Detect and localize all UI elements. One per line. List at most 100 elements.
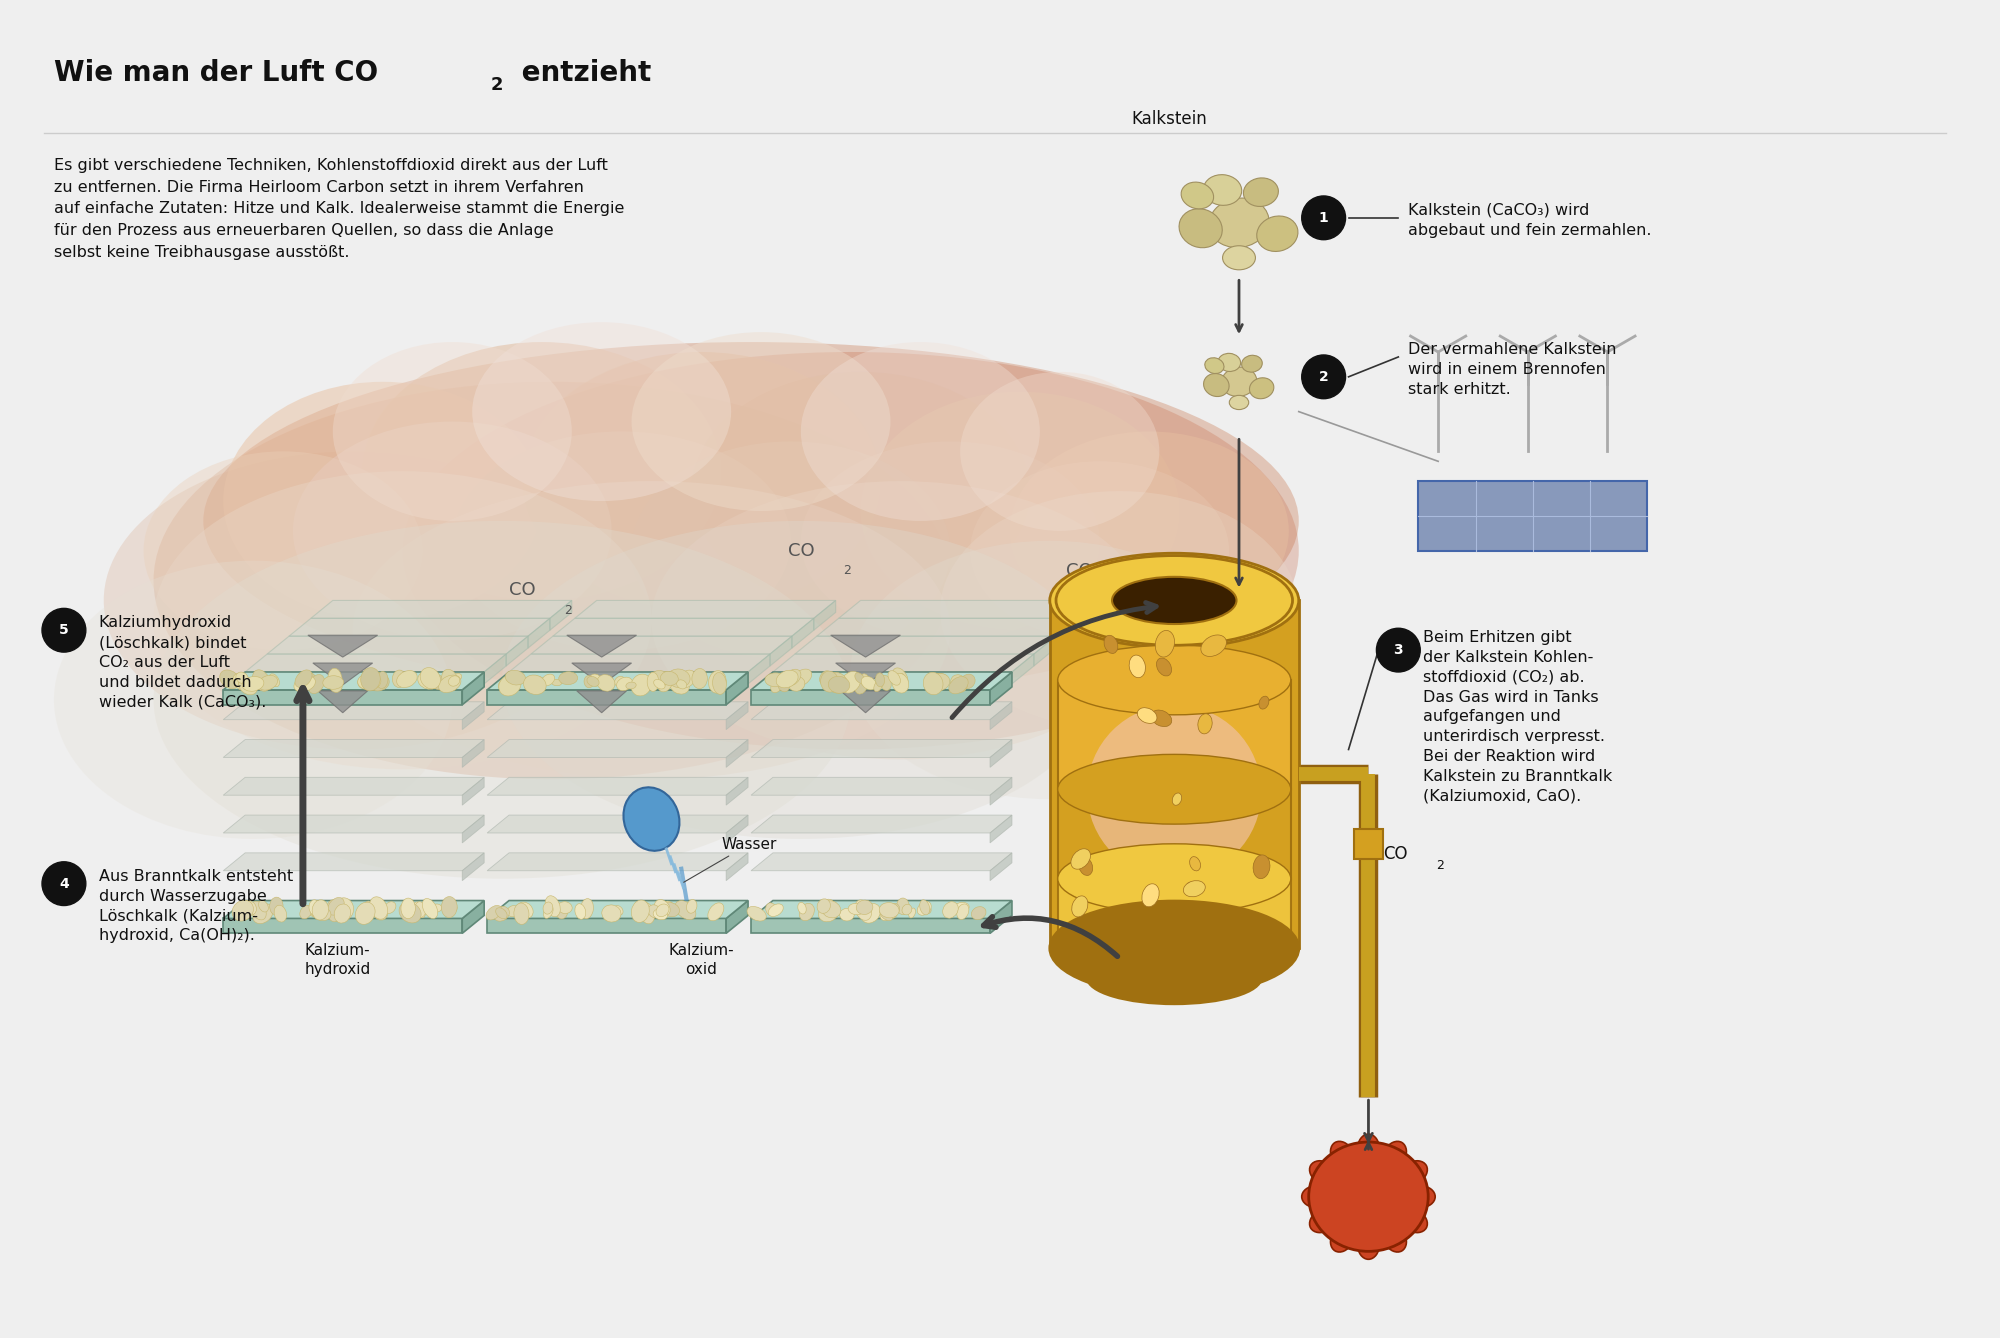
Ellipse shape xyxy=(1230,395,1248,409)
Ellipse shape xyxy=(292,421,612,640)
Polygon shape xyxy=(1078,601,1100,630)
Ellipse shape xyxy=(668,669,690,688)
Polygon shape xyxy=(816,618,1078,636)
Ellipse shape xyxy=(430,674,446,689)
Circle shape xyxy=(42,609,86,652)
Ellipse shape xyxy=(776,670,798,688)
Ellipse shape xyxy=(452,431,790,650)
Ellipse shape xyxy=(860,674,870,685)
Ellipse shape xyxy=(770,678,784,693)
Polygon shape xyxy=(506,636,528,666)
Polygon shape xyxy=(840,690,890,713)
Ellipse shape xyxy=(768,904,784,917)
Ellipse shape xyxy=(956,904,968,919)
Ellipse shape xyxy=(784,669,800,686)
Ellipse shape xyxy=(930,673,948,686)
Ellipse shape xyxy=(800,903,814,921)
Text: CO: CO xyxy=(788,542,814,559)
Ellipse shape xyxy=(1310,1161,1338,1185)
Ellipse shape xyxy=(792,669,812,686)
Ellipse shape xyxy=(850,541,1248,799)
Ellipse shape xyxy=(928,673,950,690)
Ellipse shape xyxy=(1406,1185,1436,1208)
Text: 3: 3 xyxy=(1394,644,1404,657)
Ellipse shape xyxy=(616,677,632,690)
Polygon shape xyxy=(990,672,1012,705)
Ellipse shape xyxy=(552,680,562,685)
Ellipse shape xyxy=(848,903,864,915)
Polygon shape xyxy=(726,740,748,768)
Ellipse shape xyxy=(558,902,572,914)
Ellipse shape xyxy=(312,900,328,921)
Polygon shape xyxy=(510,654,770,672)
Ellipse shape xyxy=(486,906,502,921)
Ellipse shape xyxy=(1058,645,1290,714)
Ellipse shape xyxy=(640,902,654,923)
Ellipse shape xyxy=(646,680,656,690)
Polygon shape xyxy=(224,740,484,757)
Polygon shape xyxy=(488,672,748,690)
Ellipse shape xyxy=(788,677,804,692)
FancyBboxPatch shape xyxy=(1354,830,1384,859)
Ellipse shape xyxy=(626,682,636,689)
Ellipse shape xyxy=(296,670,312,688)
Ellipse shape xyxy=(604,907,614,921)
Ellipse shape xyxy=(522,352,880,610)
Ellipse shape xyxy=(332,343,572,520)
Ellipse shape xyxy=(1204,373,1230,396)
Ellipse shape xyxy=(648,670,670,686)
Polygon shape xyxy=(462,777,484,805)
Ellipse shape xyxy=(1222,367,1256,396)
Ellipse shape xyxy=(1186,882,1198,892)
Polygon shape xyxy=(752,740,1012,757)
Ellipse shape xyxy=(328,668,342,690)
Ellipse shape xyxy=(1258,696,1268,709)
Ellipse shape xyxy=(1072,896,1088,917)
Ellipse shape xyxy=(1182,182,1214,209)
Ellipse shape xyxy=(546,895,560,917)
Ellipse shape xyxy=(884,910,896,919)
Ellipse shape xyxy=(1222,246,1256,270)
Ellipse shape xyxy=(502,520,1100,839)
Ellipse shape xyxy=(856,900,872,914)
Ellipse shape xyxy=(954,902,970,913)
Polygon shape xyxy=(770,636,792,666)
Polygon shape xyxy=(462,702,484,729)
Polygon shape xyxy=(814,601,836,630)
Ellipse shape xyxy=(472,322,732,500)
Ellipse shape xyxy=(820,899,836,918)
Polygon shape xyxy=(1058,789,1290,879)
Ellipse shape xyxy=(1130,656,1146,677)
Polygon shape xyxy=(990,852,1012,880)
Polygon shape xyxy=(488,740,748,757)
Polygon shape xyxy=(752,815,1012,834)
Ellipse shape xyxy=(880,909,892,921)
Polygon shape xyxy=(752,777,1012,795)
Text: Kalkstein: Kalkstein xyxy=(1132,111,1208,128)
Ellipse shape xyxy=(826,672,848,693)
Ellipse shape xyxy=(1358,1230,1380,1259)
Polygon shape xyxy=(752,672,1012,690)
Ellipse shape xyxy=(400,902,422,923)
Text: CO: CO xyxy=(1066,562,1092,579)
Ellipse shape xyxy=(542,674,554,686)
Text: Aus Branntkalk entsteht
durch Wasserzugabe
Löschkalk (Kalzium-
hydroxid, Ca(OH)₂: Aus Branntkalk entsteht durch Wasserzuga… xyxy=(98,868,294,943)
Ellipse shape xyxy=(1382,1224,1406,1252)
Ellipse shape xyxy=(1400,1208,1428,1232)
Ellipse shape xyxy=(1104,636,1118,653)
Ellipse shape xyxy=(840,909,854,921)
Ellipse shape xyxy=(970,462,1230,640)
Ellipse shape xyxy=(1308,1143,1428,1251)
Ellipse shape xyxy=(310,906,330,921)
Ellipse shape xyxy=(524,676,546,689)
Ellipse shape xyxy=(334,904,350,923)
Text: Es gibt verschiedene Techniken, Kohlenstoffdioxid direkt aus der Luft
zu entfern: Es gibt verschiedene Techniken, Kohlenst… xyxy=(54,158,624,260)
Ellipse shape xyxy=(670,677,690,694)
Ellipse shape xyxy=(270,674,280,686)
Polygon shape xyxy=(528,618,550,648)
Ellipse shape xyxy=(896,673,906,684)
Polygon shape xyxy=(726,702,748,729)
Ellipse shape xyxy=(356,902,376,925)
Ellipse shape xyxy=(888,670,900,685)
Ellipse shape xyxy=(972,907,986,919)
